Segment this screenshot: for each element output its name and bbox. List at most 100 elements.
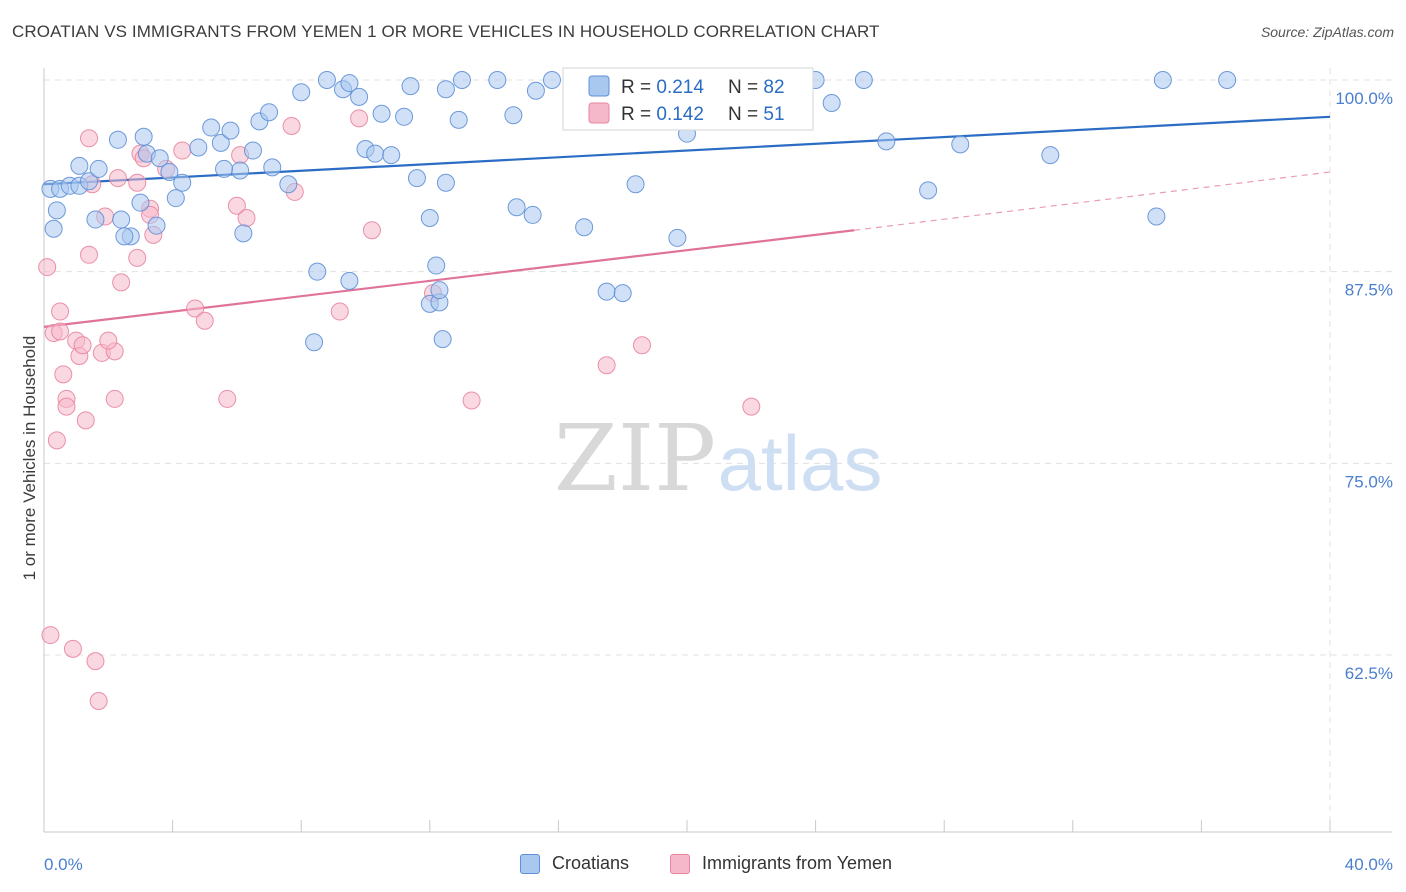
point-yemen-2 xyxy=(51,322,70,341)
point-yemen-20 xyxy=(108,169,127,188)
point-yemen-48 xyxy=(86,652,105,671)
bottom-legend-swatch-yemen xyxy=(670,853,690,874)
point-yemen-19 xyxy=(105,389,124,408)
point-croatians-29 xyxy=(317,71,336,89)
bottom-legend-yemen: Immigrants from Yemen xyxy=(670,853,892,874)
point-croatians-6 xyxy=(80,172,99,191)
point-croatians-79 xyxy=(430,281,449,300)
axes xyxy=(43,68,1392,833)
point-croatians-66 xyxy=(1218,71,1237,89)
point-yemen-13 xyxy=(80,129,99,148)
point-croatians-46 xyxy=(436,173,455,192)
y-tick-label-0: 100.0% xyxy=(1335,89,1393,108)
point-yemen-4 xyxy=(54,365,73,384)
point-croatians-50 xyxy=(597,282,616,301)
point-croatians-58 xyxy=(822,94,841,112)
trend-line-croatians xyxy=(43,115,1331,186)
point-croatians-13 xyxy=(160,163,179,181)
point-yemen-22 xyxy=(128,248,147,267)
point-croatians-47 xyxy=(523,205,542,224)
legend-n-label-2: N = xyxy=(728,104,763,125)
x-tick-label-0: 0.0% xyxy=(44,855,83,874)
point-croatians-19 xyxy=(231,161,250,180)
point-yemen-0 xyxy=(38,258,57,277)
point-croatians-48 xyxy=(542,71,561,89)
point-croatians-63 xyxy=(1041,146,1060,165)
point-yemen-7 xyxy=(47,431,66,450)
point-croatians-53 xyxy=(668,228,687,247)
point-croatians-34 xyxy=(382,146,401,165)
point-croatians-26 xyxy=(292,83,311,102)
x-tick-label-1: 40.0% xyxy=(1345,855,1393,874)
point-yemen-36 xyxy=(282,117,301,135)
point-croatians-76 xyxy=(305,333,324,352)
point-croatians-68 xyxy=(86,210,105,229)
y-tick-label-2: 75.0% xyxy=(1345,472,1393,491)
point-croatians-44 xyxy=(504,106,523,125)
legend-r-label-2: R = xyxy=(621,104,656,125)
point-croatians-17 xyxy=(211,133,230,152)
legend-r-value-2: 0.142 xyxy=(656,104,704,125)
chart-title: CROATIAN VS IMMIGRANTS FROM YEMEN 1 OR M… xyxy=(12,22,880,41)
point-croatians-42 xyxy=(452,71,471,89)
point-croatians-64 xyxy=(1147,207,1166,226)
point-croatians-38 xyxy=(420,209,439,227)
point-croatians-69 xyxy=(131,193,150,212)
point-croatians-74 xyxy=(308,262,327,281)
point-yemen-10 xyxy=(73,336,92,355)
point-croatians-62 xyxy=(951,135,970,154)
point-yemen-21 xyxy=(112,273,131,292)
point-yemen-46 xyxy=(41,626,60,645)
trend-line-yemen xyxy=(43,229,855,328)
legend-n-label-1: N = xyxy=(728,77,763,98)
y-tick-label-3: 62.5% xyxy=(1345,664,1393,683)
legend: R = 0.214 N = 82 R = 0.142 N = 51 xyxy=(562,67,814,131)
point-yemen-29 xyxy=(173,141,192,160)
point-croatians-65 xyxy=(1153,71,1172,89)
point-croatians-54 xyxy=(613,284,632,303)
point-croatians-75 xyxy=(340,271,359,290)
point-croatians-16 xyxy=(202,118,221,137)
point-croatians-28 xyxy=(340,74,359,93)
point-croatians-23 xyxy=(263,158,282,177)
point-croatians-61 xyxy=(919,181,938,200)
bottom-legend-swatch-croatians xyxy=(520,853,540,874)
point-croatians-4 xyxy=(47,201,66,220)
point-croatians-41 xyxy=(449,110,468,129)
point-croatians-5 xyxy=(44,219,63,238)
point-yemen-40 xyxy=(362,221,381,240)
point-croatians-51 xyxy=(575,218,594,237)
point-yemen-32 xyxy=(218,389,237,408)
point-croatians-40 xyxy=(436,80,455,99)
point-croatians-49 xyxy=(526,81,545,100)
svg-text:N = 51: N = 51 xyxy=(728,104,785,125)
point-croatians-22 xyxy=(215,159,234,178)
point-yemen-12 xyxy=(80,245,99,264)
svg-text:R = 0.142: R = 0.142 xyxy=(621,104,704,125)
point-yemen-38 xyxy=(330,302,349,321)
point-croatians-24 xyxy=(279,175,298,194)
point-croatians-81 xyxy=(433,330,452,349)
point-yemen-45 xyxy=(742,397,761,416)
legend-r-label-1: R = xyxy=(621,77,656,98)
point-croatians-25 xyxy=(260,103,279,122)
point-yemen-39 xyxy=(350,109,369,128)
tick-labels: 100.0% 87.5% 75.0% 62.5% 0.0% 40.0% xyxy=(44,89,1393,874)
point-croatians-20 xyxy=(243,141,262,160)
bottom-legend-label-yemen: Immigrants from Yemen xyxy=(702,853,893,873)
point-yemen-43 xyxy=(597,356,616,375)
source-label: Source: ZipAtlas.com xyxy=(1260,24,1394,40)
point-croatians-10 xyxy=(134,127,153,146)
point-croatians-59 xyxy=(877,132,896,151)
point-yemen-44 xyxy=(632,336,651,355)
point-croatians-8 xyxy=(89,159,108,178)
point-croatians-80 xyxy=(234,224,253,243)
svg-text:N = 82: N = 82 xyxy=(728,77,785,98)
legend-swatch-croatians xyxy=(588,75,610,97)
point-croatians-15 xyxy=(189,138,208,157)
point-yemen-11 xyxy=(76,411,95,430)
legend-r-value-1: 0.214 xyxy=(656,77,704,98)
legend-swatch-yemen xyxy=(588,102,610,124)
trend-lines xyxy=(43,115,1331,328)
